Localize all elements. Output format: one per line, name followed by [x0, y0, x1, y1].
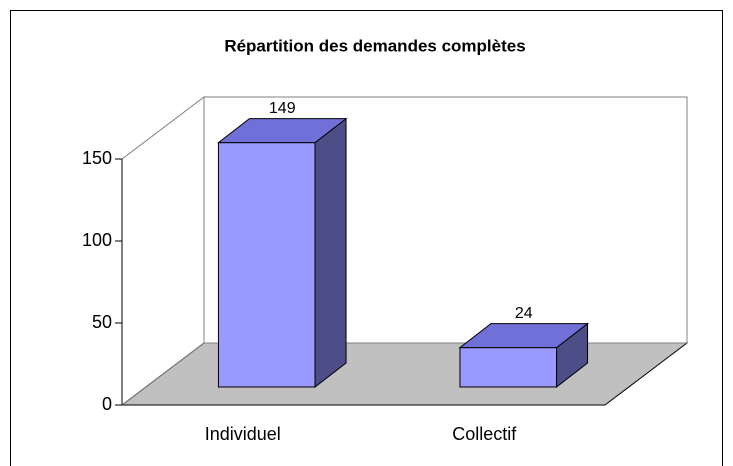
bar	[458, 322, 590, 389]
value-label: 149	[269, 100, 296, 117]
y-tick-label: 150	[82, 148, 112, 168]
x-tick-label: Individuel	[205, 424, 281, 444]
bar-front	[217, 142, 316, 388]
y-tick-label: 100	[82, 230, 112, 250]
y-tick-label: 50	[92, 312, 112, 332]
bar-top	[458, 323, 590, 349]
bar-top	[216, 118, 348, 144]
y-tick-label: 0	[102, 394, 112, 414]
bar	[216, 117, 348, 389]
bar-side	[314, 117, 347, 389]
floor	[120, 342, 689, 406]
value-label: 24	[515, 305, 533, 322]
side-wall	[121, 95, 205, 406]
x-tick-label: Collectif	[452, 424, 517, 444]
bar-front	[459, 347, 558, 388]
chart-title: Répartition des demandes complètes	[224, 36, 525, 55]
